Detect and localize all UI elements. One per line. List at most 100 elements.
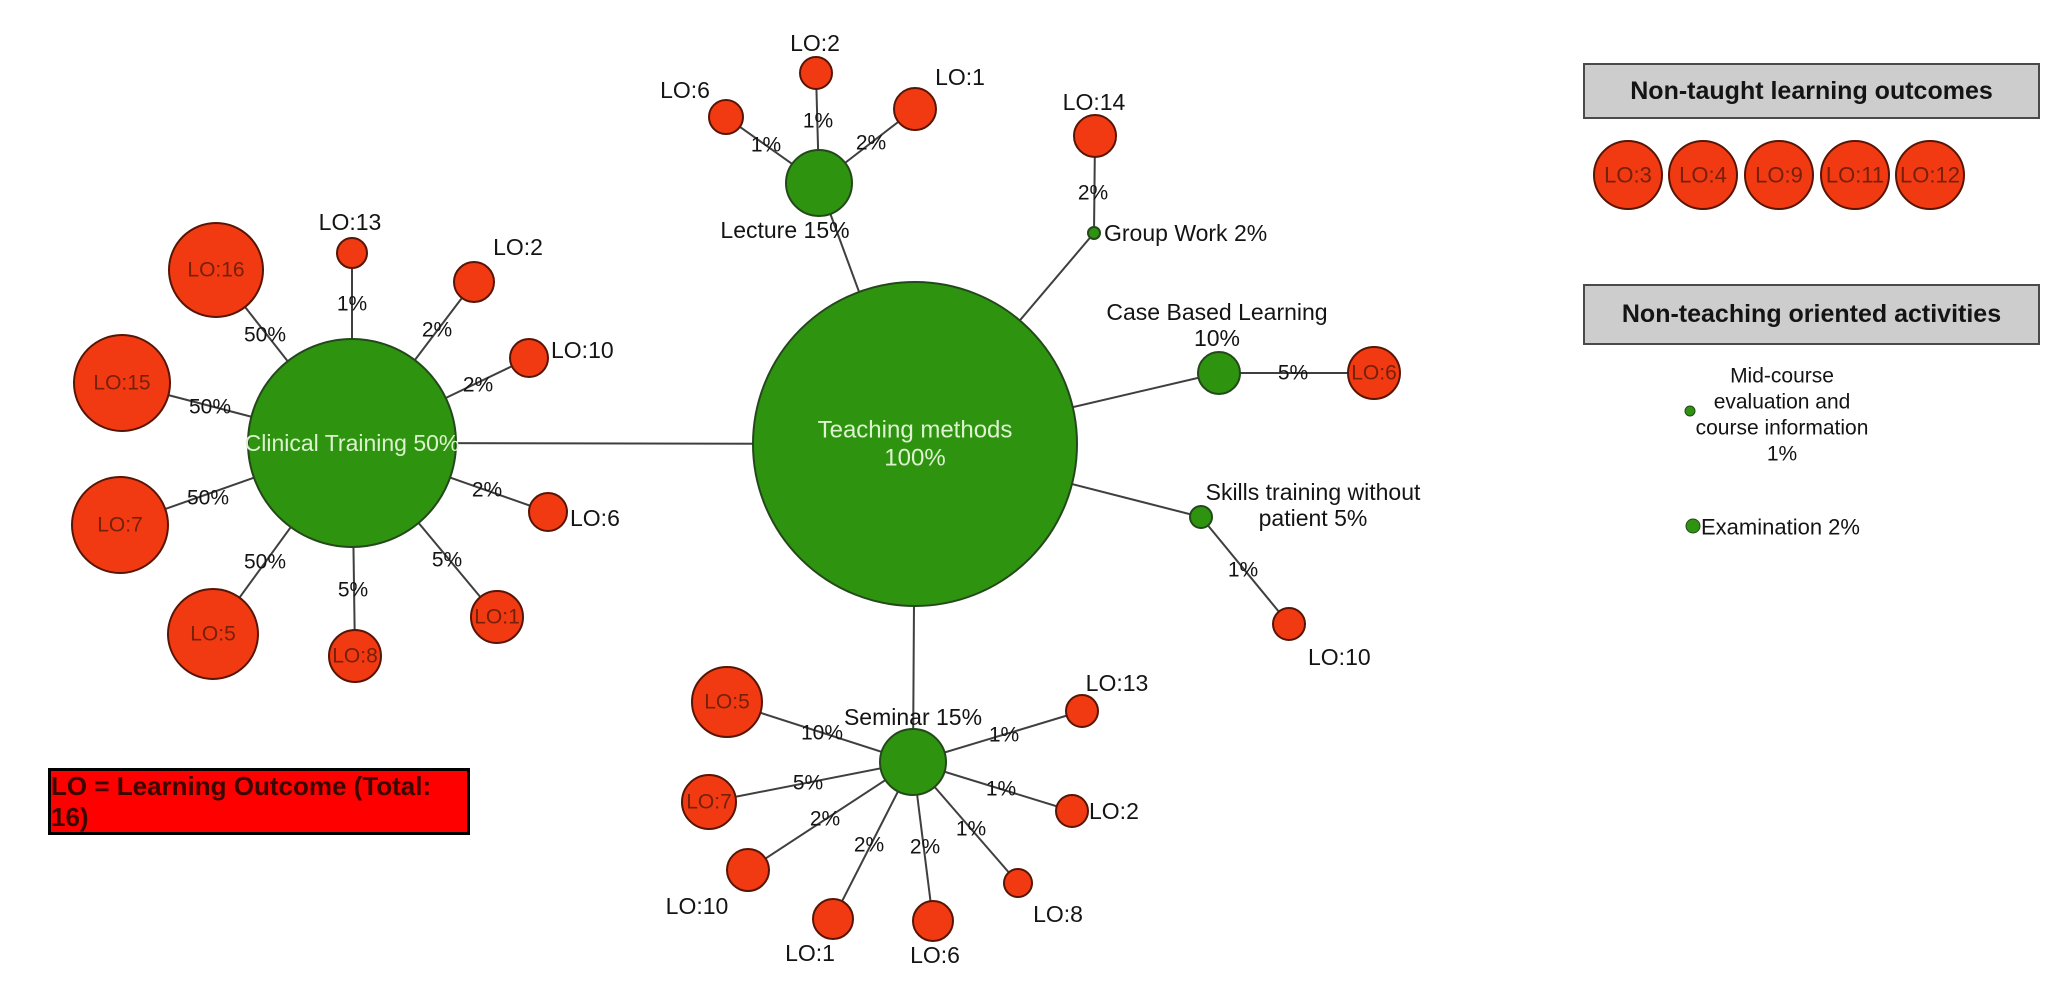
node-clinical-lo2 <box>453 261 495 303</box>
legend-circle-label-LO:4: LO:4 <box>1679 163 1727 188</box>
node-clinical-lo1 <box>470 590 524 644</box>
node-label-clinical-lo13: LO:13 <box>319 209 382 235</box>
node-label-clinical-lo7: LO:7 <box>97 514 143 537</box>
activity-dot-0 <box>1684 405 1696 417</box>
edge-label-clinical-training-clinical-lo6: 2% <box>472 479 502 502</box>
edge-skills-training-skills-lo10 <box>1200 516 1290 625</box>
edge-label-seminar-seminar-lo8: 1% <box>956 818 986 841</box>
node-label-lecture: Lecture 15% <box>720 217 849 243</box>
node-label-clinical-lo2: LO:2 <box>493 234 543 260</box>
node-label-skills-training: patient 5% <box>1259 505 1368 531</box>
edge-seminar-seminar-lo7 <box>708 761 914 803</box>
legend-circle-label-LO:3: LO:3 <box>1604 163 1652 188</box>
node-clinical-lo8 <box>328 629 382 683</box>
node-skills-training <box>1189 505 1213 529</box>
node-label-case-based-learning: Case Based Learning <box>1106 299 1327 325</box>
node-label-skills-training: Skills training without <box>1206 479 1421 505</box>
non-taught-outcomes-header: Non-taught learning outcomes <box>1583 63 2040 119</box>
edge-label-seminar-seminar-lo7: 5% <box>793 772 823 795</box>
node-seminar-lo13 <box>1065 694 1099 728</box>
legend-circle-label-LO:9: LO:9 <box>1755 163 1803 188</box>
node-label-clinical-lo16: LO:16 <box>187 259 244 282</box>
edge-label-lecture-lecture-lo1: 2% <box>856 132 886 155</box>
node-seminar-lo5 <box>691 666 763 738</box>
node-label-clinical-lo8: LO:8 <box>332 645 378 668</box>
node-label-lecture-lo1: LO:1 <box>935 64 985 90</box>
node-label-seminar-lo13: LO:13 <box>1086 670 1149 696</box>
node-seminar-lo6 <box>912 900 954 942</box>
node-label-seminar-lo7: LO:7 <box>686 791 732 814</box>
edge-label-clinical-training-clinical-lo5: 50% <box>244 551 286 574</box>
activity-label-0: Mid-course <box>1730 365 1834 388</box>
node-lecture-lo1 <box>893 87 937 131</box>
node-label-lecture-lo6: LO:6 <box>660 77 710 103</box>
lo-note-box: LO = Learning Outcome (Total: 16) <box>48 768 470 835</box>
edge-label-seminar-seminar-lo2: 1% <box>986 778 1016 801</box>
node-seminar-lo7 <box>681 774 737 830</box>
node-seminar-lo2 <box>1055 794 1089 828</box>
node-clinical-training <box>247 338 457 548</box>
legend-circle-LO:9 <box>1744 140 1814 210</box>
non-teaching-activities-header: Non-teaching oriented activities <box>1583 284 2040 345</box>
node-lecture <box>785 149 853 217</box>
node-clinical-lo16 <box>168 222 264 318</box>
node-cbl-lo6 <box>1347 346 1401 400</box>
node-seminar-lo10 <box>726 848 770 892</box>
non-taught-outcomes-title: Non-taught learning outcomes <box>1630 76 1993 105</box>
edge-label-clinical-training-clinical-lo13: 1% <box>337 293 367 316</box>
legend-circle-LO:11 <box>1820 140 1890 210</box>
legend-circle-label-LO:11: LO:11 <box>1826 163 1884 188</box>
activity-label-1: Examination 2% <box>1701 515 1860 540</box>
node-label-seminar: Seminar 15% <box>844 704 982 730</box>
edge-label-case-based-learning-cbl-lo6: 5% <box>1278 362 1308 385</box>
lo-note-text: LO = Learning Outcome (Total: 16) <box>51 770 432 832</box>
node-clinical-lo15 <box>73 334 171 432</box>
node-clinical-lo6 <box>528 492 568 532</box>
node-group-work <box>1087 226 1101 240</box>
node-lecture-lo2 <box>799 56 833 90</box>
node-clinical-lo7 <box>71 476 169 574</box>
edge-label-skills-training-skills-lo10: 1% <box>1228 559 1258 582</box>
activity-label-0: evaluation and <box>1714 391 1851 414</box>
activity-dot-1 <box>1685 518 1701 534</box>
node-seminar-lo8 <box>1003 868 1033 898</box>
node-label-clinical-lo6: LO:6 <box>570 505 620 531</box>
node-label-clinical-lo5: LO:5 <box>190 623 236 646</box>
node-label-teaching-methods: 100% <box>884 445 945 472</box>
node-label-seminar-lo10: LO:10 <box>666 893 729 919</box>
node-seminar <box>879 728 947 796</box>
edge-label-clinical-training-clinical-lo10: 2% <box>463 374 493 397</box>
node-label-teaching-methods: Teaching methods <box>818 417 1013 444</box>
legend-circle-LO:4 <box>1668 140 1738 210</box>
node-teaching-methods <box>752 281 1078 607</box>
non-teaching-activities-title: Non-teaching oriented activities <box>1621 300 2002 328</box>
edge-label-clinical-training-clinical-lo15: 50% <box>189 396 231 419</box>
activity-label-0: course information <box>1696 417 1869 440</box>
legend-circle-label-LO:12: LO:12 <box>1900 163 1960 188</box>
node-label-lecture-lo2: LO:2 <box>790 30 840 56</box>
edge-label-clinical-training-clinical-lo1: 5% <box>432 549 462 572</box>
node-seminar-lo1 <box>812 898 854 940</box>
node-label-skills-lo10: LO:10 <box>1308 644 1371 670</box>
node-label-cbl-lo6: LO:6 <box>1351 362 1397 385</box>
node-label-seminar-lo2: LO:2 <box>1089 798 1139 824</box>
edge-label-seminar-seminar-lo5: 10% <box>801 722 843 745</box>
activity-label-0: 1% <box>1767 443 1797 466</box>
edge-label-clinical-training-clinical-lo7: 50% <box>187 487 229 510</box>
node-label-clinical-lo1: LO:1 <box>474 606 520 629</box>
edge-label-seminar-seminar-lo13: 1% <box>989 724 1019 747</box>
legend-circle-LO:3 <box>1593 140 1663 210</box>
node-label-seminar-lo5: LO:5 <box>704 691 750 714</box>
legend-circle-LO:12 <box>1895 140 1965 210</box>
edge-label-clinical-training-clinical-lo2: 2% <box>422 319 452 342</box>
node-groupwork-lo14 <box>1073 114 1117 158</box>
node-case-based-learning <box>1197 351 1241 395</box>
node-label-groupwork-lo14: LO:14 <box>1063 89 1126 115</box>
node-lecture-lo6 <box>708 99 744 135</box>
edge-label-seminar-seminar-lo10: 2% <box>810 808 840 831</box>
node-clinical-lo13 <box>336 237 368 269</box>
node-label-seminar-lo1: LO:1 <box>785 940 835 966</box>
node-clinical-lo10 <box>509 338 549 378</box>
